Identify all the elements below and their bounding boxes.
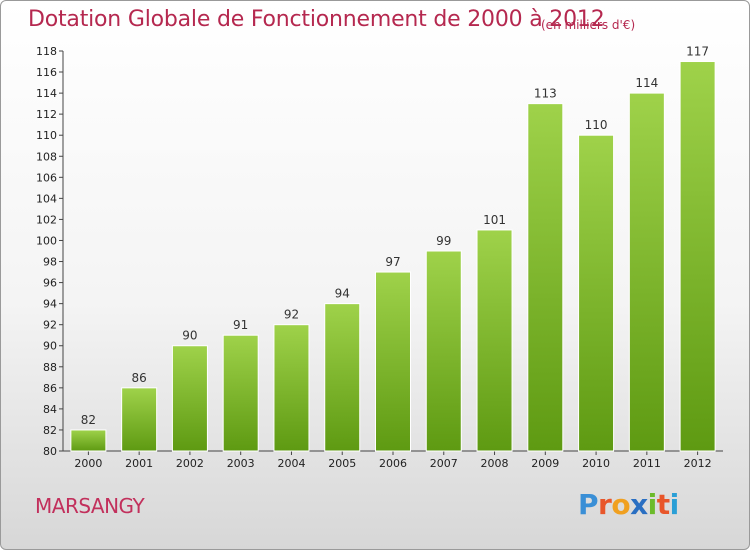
bar-2007: [425, 250, 462, 452]
x-tick-label: 2012: [684, 457, 712, 470]
y-tick-label: 118: [36, 45, 57, 58]
logo-letter: x: [630, 488, 648, 521]
y-tick-label: 98: [43, 256, 57, 269]
x-tick-label: 2003: [227, 457, 255, 470]
x-tick-label: 2009: [531, 457, 559, 470]
x-tick-label: 2011: [633, 457, 661, 470]
y-tick-label: 80: [43, 445, 57, 458]
x-tick-label: 2004: [277, 457, 305, 470]
bar-2005: [324, 303, 361, 452]
value-label: 101: [483, 213, 506, 227]
x-tick-label: 2005: [328, 457, 356, 470]
x-tick-label: 2000: [74, 457, 102, 470]
value-label: 110: [585, 118, 608, 132]
y-tick-label: 102: [36, 213, 57, 226]
y-tick-label: 106: [36, 171, 57, 184]
bar-2002: [171, 345, 208, 452]
y-tick-label: 92: [43, 319, 57, 332]
logo-letter: P: [578, 488, 599, 521]
y-tick-label: 112: [36, 108, 57, 121]
bar-2010: [578, 134, 615, 452]
value-label: 97: [385, 255, 400, 269]
value-label: 117: [686, 45, 709, 59]
y-tick-label: 94: [43, 298, 57, 311]
bar-2000: [70, 429, 107, 452]
y-tick-label: 100: [36, 234, 57, 247]
bar-2001: [121, 387, 158, 452]
y-tick-label: 104: [36, 192, 57, 205]
value-label: 99: [436, 234, 451, 248]
value-label: 114: [635, 76, 658, 90]
y-tick-label: 86: [43, 382, 57, 395]
y-tick-label: 84: [43, 403, 57, 416]
logo-letter: i: [669, 488, 680, 521]
bar-2004: [273, 324, 310, 452]
x-tick-label: 2001: [125, 457, 153, 470]
x-tick-label: 2007: [430, 457, 458, 470]
bar-2003: [222, 334, 259, 452]
proxiti-logo[interactable]: Proxiti: [578, 488, 679, 521]
y-tick-label: 96: [43, 277, 57, 290]
value-label: 86: [132, 371, 147, 385]
value-label: 92: [284, 308, 299, 322]
bar-2006: [375, 271, 411, 452]
y-tick-label: 114: [36, 87, 57, 100]
place-name: MARSANGY: [35, 494, 145, 518]
x-tick-label: 2006: [379, 457, 407, 470]
bar-2009: [527, 103, 564, 452]
y-tick-label: 110: [36, 129, 57, 142]
bar-2011: [628, 92, 665, 452]
y-tick-label: 116: [36, 66, 57, 79]
logo-letter: t: [656, 488, 670, 521]
logo-letter: r: [598, 488, 612, 521]
y-tick-label: 88: [43, 361, 57, 374]
y-tick-label: 108: [36, 150, 57, 163]
value-label: 113: [534, 87, 557, 101]
logo-letter: o: [611, 488, 631, 521]
chart-title: Dotation Globale de Fonctionnement de 20…: [28, 7, 605, 32]
value-label: 94: [335, 287, 350, 301]
bar-2008: [476, 229, 513, 452]
value-label: 91: [233, 318, 248, 332]
y-tick-label: 90: [43, 340, 57, 353]
logo-letter: i: [647, 488, 658, 521]
chart-subtitle: (en milliers d'€): [541, 18, 636, 32]
value-label: 82: [81, 413, 96, 427]
y-tick-label: 82: [43, 424, 57, 437]
x-tick-label: 2010: [582, 457, 610, 470]
value-label: 90: [182, 329, 197, 343]
x-tick-label: 2002: [176, 457, 204, 470]
bar-2012: [679, 61, 716, 452]
x-tick-label: 2008: [481, 457, 509, 470]
